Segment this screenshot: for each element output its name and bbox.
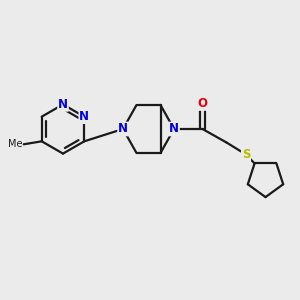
Text: Me: Me bbox=[8, 139, 22, 149]
Text: N: N bbox=[79, 110, 89, 123]
Text: N: N bbox=[58, 98, 68, 111]
Text: N: N bbox=[118, 122, 128, 136]
Text: N: N bbox=[169, 122, 179, 136]
Text: O: O bbox=[197, 97, 208, 110]
Text: S: S bbox=[242, 148, 250, 161]
